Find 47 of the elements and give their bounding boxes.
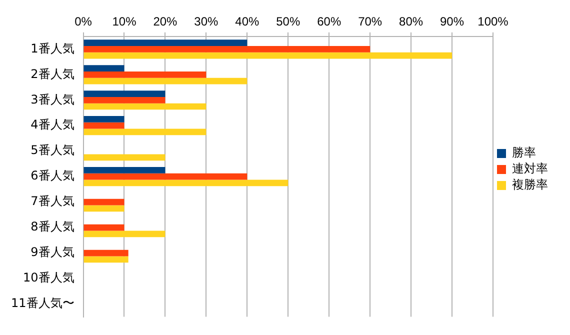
y-tick-label: 2番人気	[30, 66, 74, 81]
bar	[84, 224, 124, 231]
bar	[84, 154, 166, 161]
x-tick-label: 70%	[358, 14, 382, 29]
bar	[84, 103, 206, 110]
bar	[84, 90, 166, 97]
y-tick-label: 7番人気	[30, 194, 74, 208]
x-tick-label: 80%	[399, 14, 424, 29]
y-tick-label: 5番人気	[30, 143, 74, 158]
y-tick-label: 6番人気	[30, 168, 74, 183]
bar	[84, 128, 206, 136]
y-tick-label: 8番人気	[30, 220, 74, 234]
bar	[84, 230, 166, 238]
bar	[84, 173, 248, 180]
bar	[84, 180, 288, 186]
bar	[84, 167, 166, 174]
bar	[84, 40, 248, 46]
legend-label: 連対率	[512, 162, 548, 176]
x-tick-label: 30%	[194, 14, 219, 29]
bar	[84, 205, 124, 212]
bar	[84, 65, 124, 72]
bar	[84, 256, 128, 263]
y-tick-label: 1番人気	[30, 41, 74, 56]
legend-label: 複勝率	[512, 178, 548, 192]
bar	[84, 71, 206, 78]
x-tick-label: 10%	[112, 14, 137, 29]
bar	[84, 122, 124, 129]
x-tick-label: 60%	[317, 14, 342, 29]
bar	[84, 46, 370, 52]
bar	[84, 198, 124, 206]
x-tick-label: 0%	[74, 14, 92, 29]
y-tick-label: 3番人気	[30, 92, 74, 106]
y-tick-label: 9番人気	[30, 245, 74, 260]
x-tick-label: 20%	[153, 14, 178, 29]
x-tick-label: 100%	[478, 14, 509, 29]
legend-label: 勝率	[512, 146, 536, 160]
y-tick-label: 10番人気	[22, 270, 74, 285]
bar	[84, 250, 128, 256]
y-tick-label: 11番人気〜	[10, 296, 74, 310]
bar	[84, 78, 248, 84]
x-tick-label: 50%	[276, 14, 300, 29]
bar	[84, 96, 166, 104]
x-tick-label: 90%	[440, 14, 464, 29]
bar	[84, 116, 124, 122]
y-tick-label: 4番人気	[30, 118, 74, 132]
x-tick-label: 40%	[235, 14, 260, 29]
bar	[84, 52, 452, 59]
